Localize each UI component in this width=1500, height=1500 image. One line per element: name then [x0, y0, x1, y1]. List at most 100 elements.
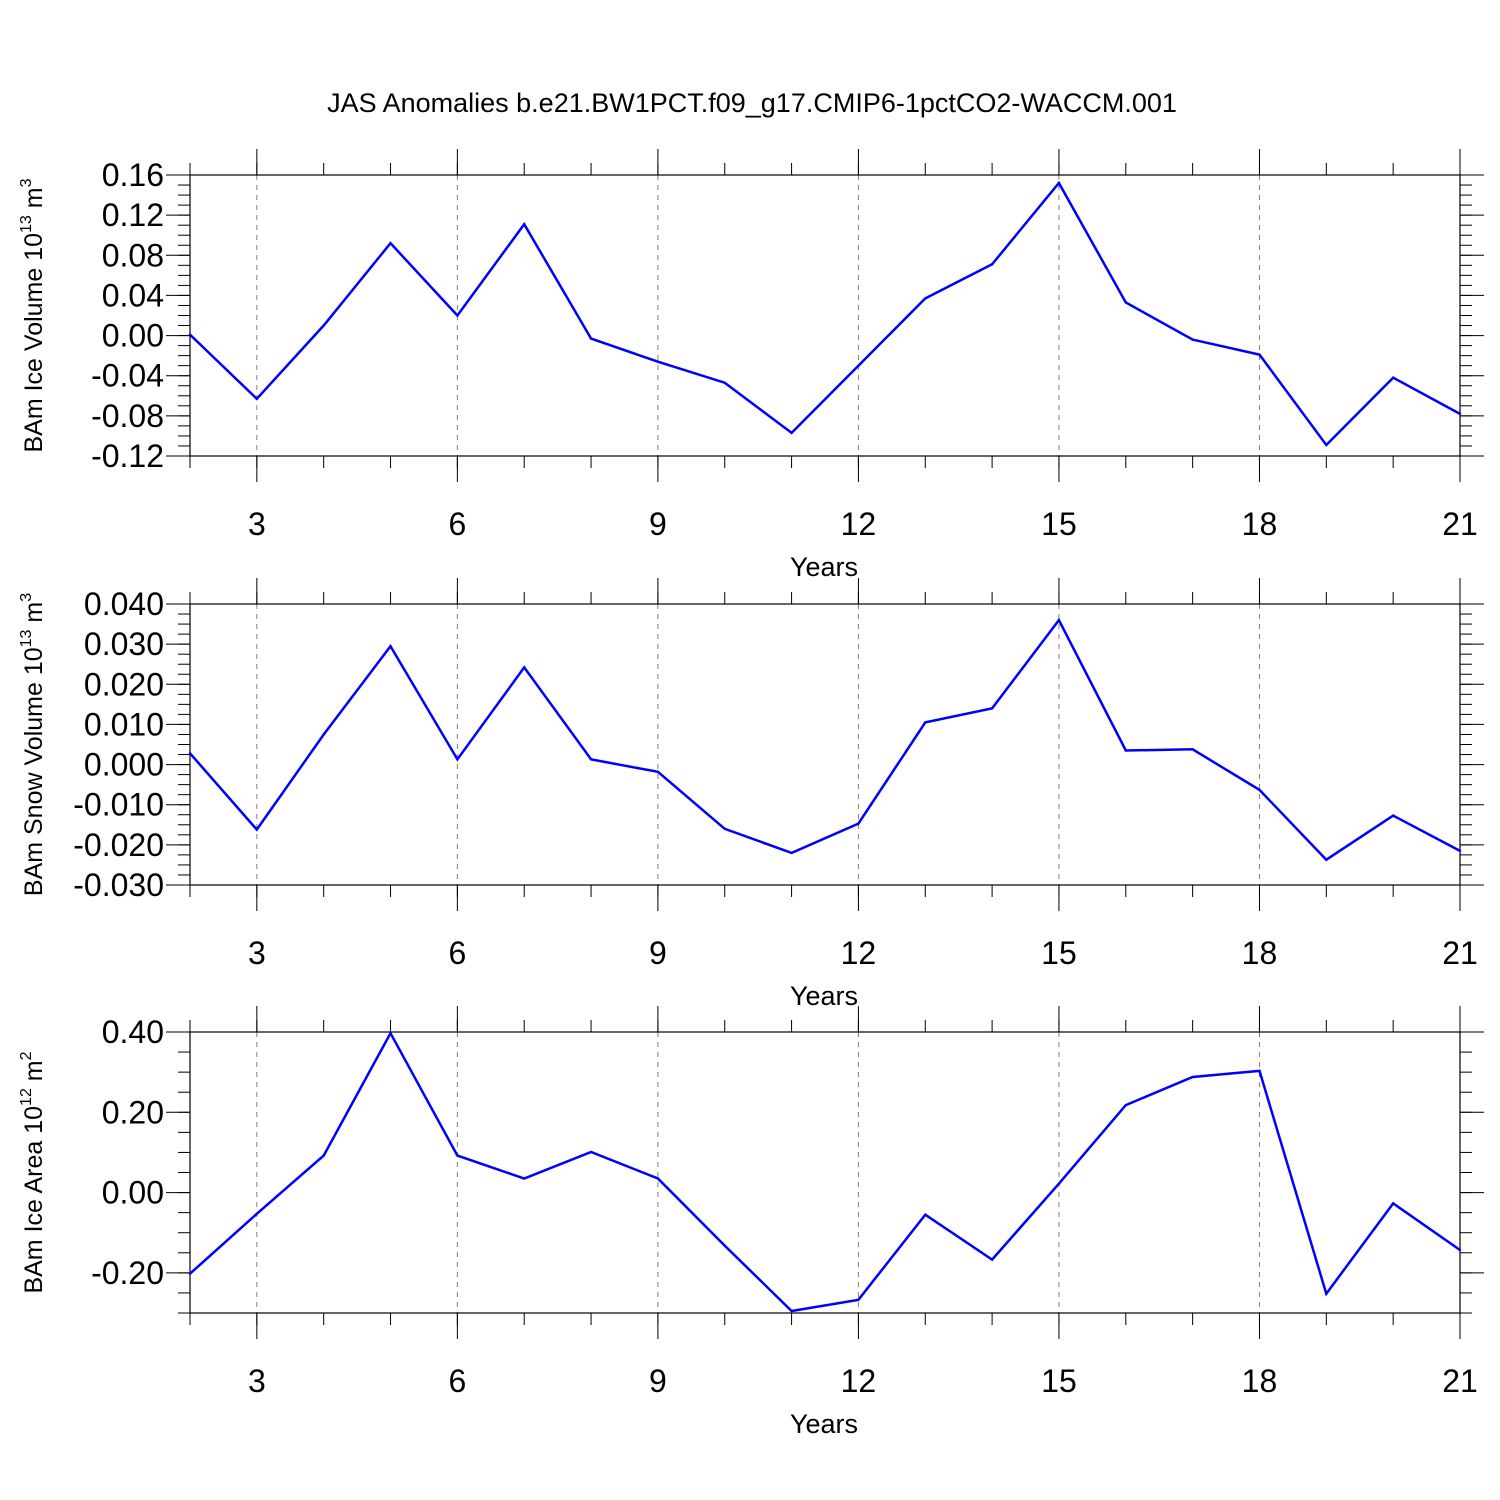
data-point — [255, 1212, 259, 1216]
data-point — [589, 1150, 593, 1154]
y-axis-label: BAm Ice Area 1012 m2 — [18, 1051, 48, 1293]
data-point — [857, 364, 860, 367]
x-tick-label: 15 — [1041, 506, 1077, 542]
x-tick-label: 6 — [448, 935, 466, 971]
data-point — [389, 644, 392, 648]
x-axis-label: Years — [790, 552, 858, 582]
data-point — [656, 1177, 660, 1180]
y-tick-label: 0.00 — [102, 318, 164, 354]
x-tick-label: 3 — [248, 1363, 266, 1399]
x-axis-label: Years — [790, 981, 858, 1011]
data-point — [1258, 353, 1261, 356]
y-tick-label: 0.16 — [102, 157, 164, 193]
panel-ice-area: 3 6 9 12 15 18 21 0.40 0.20 0.00 -0.20 Years BAm Ice… — [18, 1006, 1484, 1439]
x-tick-label: 3 — [248, 935, 266, 971]
y-tick-label: 0.00 — [102, 1175, 164, 1211]
y-tick-label: 0.020 — [84, 666, 164, 702]
y-tick-label: -0.04 — [91, 358, 164, 394]
data-point — [790, 851, 793, 855]
y-tick-label: 0.010 — [84, 706, 164, 742]
data-point — [456, 758, 459, 761]
data-point — [389, 242, 392, 245]
data-point — [1391, 814, 1395, 817]
y-tick-label: -0.030 — [73, 867, 164, 903]
data-point — [322, 1154, 325, 1157]
y-tick-label: -0.020 — [73, 827, 164, 863]
data-point — [1325, 858, 1328, 861]
x-tick-label: 9 — [649, 935, 667, 971]
data-point — [1458, 412, 1462, 416]
y-tick-label: -0.12 — [91, 438, 164, 474]
data-point — [723, 827, 726, 830]
data-point — [1057, 181, 1061, 185]
plot-frame — [189, 174, 1461, 457]
plot-frame — [189, 603, 1461, 886]
data-point — [322, 324, 325, 327]
data-point — [523, 1177, 526, 1180]
series-line — [189, 617, 1461, 862]
data-point — [857, 1298, 860, 1301]
y-tick-label: 0.20 — [102, 1094, 164, 1130]
data-point — [656, 360, 660, 363]
data-point — [589, 758, 593, 761]
data-point — [1057, 618, 1061, 622]
data-point — [456, 314, 459, 317]
x-tick-label: 12 — [841, 935, 877, 971]
data-point — [255, 828, 259, 831]
x-tick-label: 18 — [1242, 506, 1278, 542]
data-point — [990, 263, 994, 266]
data-point — [1057, 1182, 1061, 1185]
y-tick-label: 0.04 — [102, 277, 164, 313]
y-tick-label: 0.40 — [102, 1014, 164, 1050]
data-point — [1124, 749, 1127, 752]
data-point — [1458, 1248, 1462, 1252]
chart-title: JAS Anomalies b.e21.BW1PCT.f09_g17.CMIP6… — [327, 88, 1177, 118]
data-point — [1191, 338, 1194, 341]
data-point — [188, 333, 192, 336]
data-point — [1191, 1075, 1194, 1079]
data-point — [1391, 376, 1395, 379]
data-point — [255, 397, 259, 400]
data-point — [1391, 1202, 1395, 1205]
data-point — [1124, 1103, 1127, 1107]
x-tick-label: 12 — [841, 506, 877, 542]
data-point — [723, 1244, 726, 1247]
y-tick-label: 0.030 — [84, 626, 164, 662]
data-point — [656, 770, 660, 773]
series-line — [189, 180, 1461, 447]
x-tick-label: 21 — [1442, 935, 1478, 971]
x-tick-label: 18 — [1242, 1363, 1278, 1399]
x-tick-label: 6 — [448, 1363, 466, 1399]
x-tick-label: 15 — [1041, 935, 1077, 971]
y-axis-label: BAm Snow Volume 1013 m3 — [18, 593, 48, 896]
data-point — [723, 381, 726, 384]
data-point — [1325, 443, 1328, 447]
data-point — [924, 721, 927, 724]
x-tick-label: 9 — [649, 1363, 667, 1399]
x-tick-label: 21 — [1442, 1363, 1478, 1399]
y-tick-label: 0.12 — [102, 197, 164, 233]
data-point — [523, 222, 526, 226]
data-point — [389, 1032, 392, 1035]
data-point — [1458, 849, 1462, 853]
data-point — [1258, 788, 1261, 792]
y-tick-label: 0.000 — [84, 747, 164, 783]
x-tick-label: 9 — [649, 506, 667, 542]
x-tick-label: 6 — [448, 506, 466, 542]
y-tick-label: -0.08 — [91, 398, 164, 434]
data-point — [456, 1154, 459, 1157]
data-point — [990, 1258, 994, 1261]
data-point — [589, 337, 593, 340]
data-point — [188, 752, 192, 755]
x-tick-label: 3 — [248, 506, 266, 542]
data-point — [990, 707, 994, 710]
y-tick-label: -0.010 — [73, 787, 164, 823]
data-point — [924, 1213, 927, 1216]
y-tick-label: 0.08 — [102, 237, 164, 273]
y-tick-label: -0.20 — [91, 1255, 164, 1291]
data-point — [1191, 748, 1194, 751]
y-axis-label: BAm Ice Volume 1013 m3 — [18, 178, 48, 452]
x-tick-label: 18 — [1242, 935, 1278, 971]
data-point — [188, 1272, 192, 1275]
x-tick-label: 12 — [841, 1363, 877, 1399]
